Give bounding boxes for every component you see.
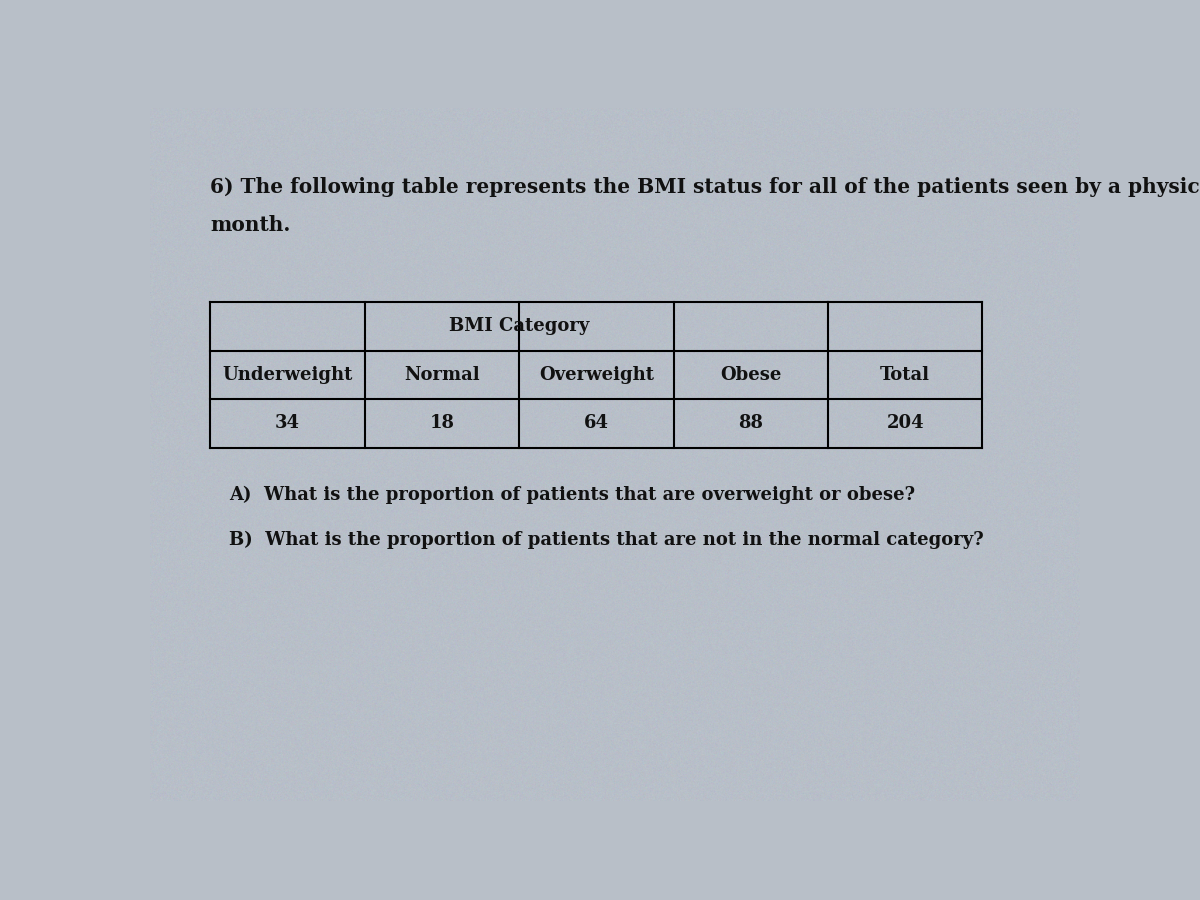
Text: 204: 204	[887, 414, 924, 432]
Text: 64: 64	[584, 414, 608, 432]
Text: Normal: Normal	[404, 365, 480, 383]
Text: Underweight: Underweight	[222, 365, 353, 383]
Text: B)  What is the proportion of patients that are not in the normal category?: B) What is the proportion of patients th…	[229, 531, 984, 549]
Text: 88: 88	[738, 414, 763, 432]
Text: Total: Total	[880, 365, 930, 383]
Text: month.: month.	[210, 215, 290, 236]
Text: BMI Category: BMI Category	[449, 318, 589, 336]
Text: Overweight: Overweight	[539, 365, 654, 383]
Text: A)  What is the proportion of patients that are overweight or obese?: A) What is the proportion of patients th…	[229, 486, 916, 504]
Text: 34: 34	[275, 414, 300, 432]
Text: 18: 18	[430, 414, 455, 432]
Text: Obese: Obese	[720, 365, 781, 383]
Text: 6) The following table represents the BMI status for all of the patients seen by: 6) The following table represents the BM…	[210, 177, 1200, 197]
